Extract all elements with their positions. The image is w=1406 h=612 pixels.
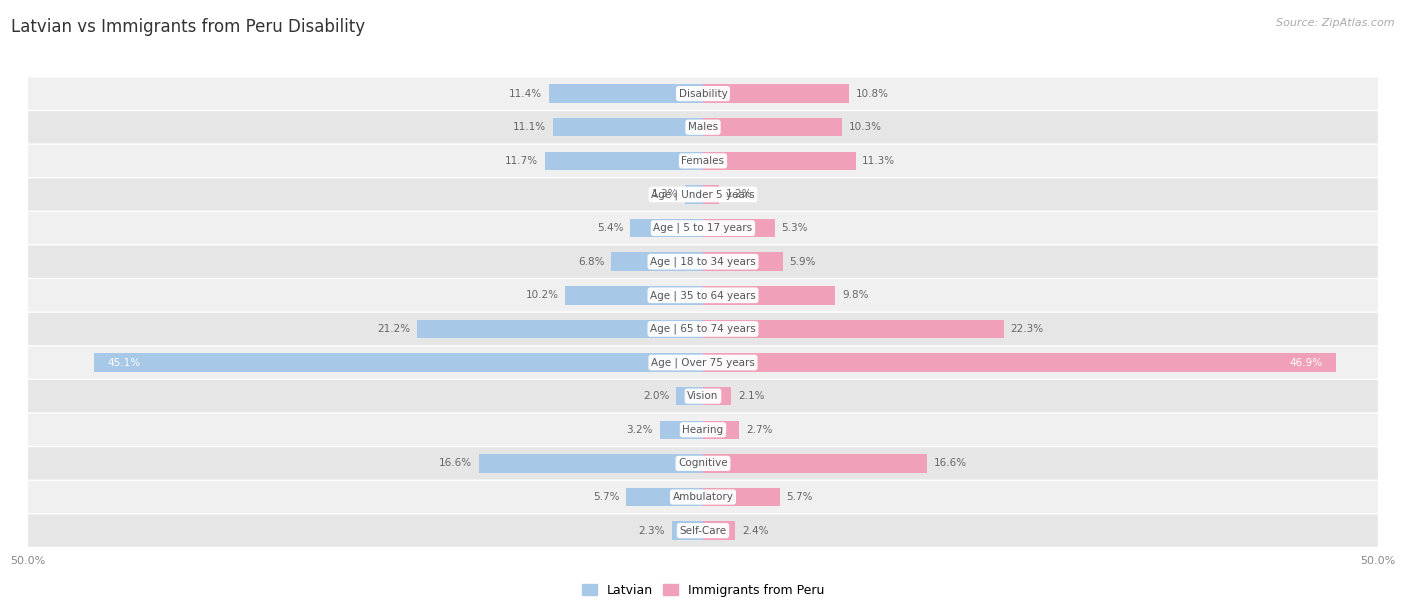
- Bar: [703, 353, 1336, 372]
- Text: 1.3%: 1.3%: [652, 190, 679, 200]
- Text: Age | Under 5 years: Age | Under 5 years: [651, 189, 755, 200]
- Text: Age | 5 to 17 years: Age | 5 to 17 years: [654, 223, 752, 233]
- Bar: [94, 353, 703, 372]
- Bar: [703, 253, 783, 271]
- Bar: [703, 488, 780, 506]
- Text: 11.7%: 11.7%: [505, 156, 538, 166]
- Text: Vision: Vision: [688, 391, 718, 401]
- Text: 2.0%: 2.0%: [643, 391, 669, 401]
- Bar: [630, 219, 703, 237]
- Text: 10.2%: 10.2%: [526, 290, 558, 300]
- Text: 45.1%: 45.1%: [108, 357, 141, 368]
- Text: 2.3%: 2.3%: [638, 526, 665, 536]
- Text: Disability: Disability: [679, 89, 727, 99]
- Text: Cognitive: Cognitive: [678, 458, 728, 468]
- Bar: [546, 152, 703, 170]
- Text: Self-Care: Self-Care: [679, 526, 727, 536]
- Legend: Latvian, Immigrants from Peru: Latvian, Immigrants from Peru: [576, 579, 830, 602]
- FancyBboxPatch shape: [28, 481, 1378, 513]
- FancyBboxPatch shape: [28, 414, 1378, 446]
- Text: 5.7%: 5.7%: [593, 492, 619, 502]
- Text: 5.4%: 5.4%: [598, 223, 623, 233]
- FancyBboxPatch shape: [28, 245, 1378, 278]
- Text: 2.7%: 2.7%: [747, 425, 773, 435]
- Text: 9.8%: 9.8%: [842, 290, 869, 300]
- Bar: [703, 152, 855, 170]
- Bar: [703, 118, 842, 136]
- Text: 5.7%: 5.7%: [787, 492, 813, 502]
- Text: 21.2%: 21.2%: [377, 324, 411, 334]
- Bar: [703, 521, 735, 540]
- Text: 10.3%: 10.3%: [849, 122, 882, 132]
- Text: Age | 18 to 34 years: Age | 18 to 34 years: [650, 256, 756, 267]
- Text: Ambulatory: Ambulatory: [672, 492, 734, 502]
- Bar: [703, 454, 927, 472]
- FancyBboxPatch shape: [28, 279, 1378, 312]
- Bar: [703, 185, 720, 204]
- Text: 1.2%: 1.2%: [725, 190, 752, 200]
- Bar: [672, 521, 703, 540]
- Text: Females: Females: [682, 156, 724, 166]
- Bar: [416, 319, 703, 338]
- FancyBboxPatch shape: [28, 346, 1378, 379]
- Text: 10.8%: 10.8%: [855, 89, 889, 99]
- Text: Latvian vs Immigrants from Peru Disability: Latvian vs Immigrants from Peru Disabili…: [11, 18, 366, 36]
- Text: 11.3%: 11.3%: [862, 156, 896, 166]
- Text: 2.4%: 2.4%: [742, 526, 769, 536]
- Text: Source: ZipAtlas.com: Source: ZipAtlas.com: [1277, 18, 1395, 28]
- Text: 11.4%: 11.4%: [509, 89, 543, 99]
- FancyBboxPatch shape: [28, 515, 1378, 547]
- Text: 11.1%: 11.1%: [513, 122, 547, 132]
- Bar: [703, 319, 1004, 338]
- FancyBboxPatch shape: [28, 447, 1378, 480]
- FancyBboxPatch shape: [28, 78, 1378, 110]
- FancyBboxPatch shape: [28, 313, 1378, 345]
- Bar: [703, 387, 731, 405]
- Text: 6.8%: 6.8%: [578, 256, 605, 267]
- FancyBboxPatch shape: [28, 380, 1378, 412]
- FancyBboxPatch shape: [28, 178, 1378, 211]
- Bar: [553, 118, 703, 136]
- Text: Age | 35 to 64 years: Age | 35 to 64 years: [650, 290, 756, 300]
- Bar: [703, 286, 835, 305]
- Text: 16.6%: 16.6%: [934, 458, 967, 468]
- Bar: [565, 286, 703, 305]
- Text: 5.9%: 5.9%: [789, 256, 815, 267]
- Bar: [550, 84, 703, 103]
- Bar: [676, 387, 703, 405]
- FancyBboxPatch shape: [28, 111, 1378, 143]
- Text: Age | 65 to 74 years: Age | 65 to 74 years: [650, 324, 756, 334]
- Bar: [612, 253, 703, 271]
- Bar: [703, 420, 740, 439]
- Text: Age | Over 75 years: Age | Over 75 years: [651, 357, 755, 368]
- Text: 22.3%: 22.3%: [1011, 324, 1043, 334]
- Text: Males: Males: [688, 122, 718, 132]
- Text: 2.1%: 2.1%: [738, 391, 765, 401]
- Text: Hearing: Hearing: [682, 425, 724, 435]
- Text: 3.2%: 3.2%: [627, 425, 652, 435]
- Text: 46.9%: 46.9%: [1289, 357, 1323, 368]
- Bar: [703, 219, 775, 237]
- FancyBboxPatch shape: [28, 212, 1378, 244]
- Bar: [479, 454, 703, 472]
- Text: 16.6%: 16.6%: [439, 458, 472, 468]
- Bar: [626, 488, 703, 506]
- Bar: [659, 420, 703, 439]
- Bar: [686, 185, 703, 204]
- Bar: [703, 84, 849, 103]
- FancyBboxPatch shape: [28, 144, 1378, 177]
- Text: 5.3%: 5.3%: [782, 223, 808, 233]
